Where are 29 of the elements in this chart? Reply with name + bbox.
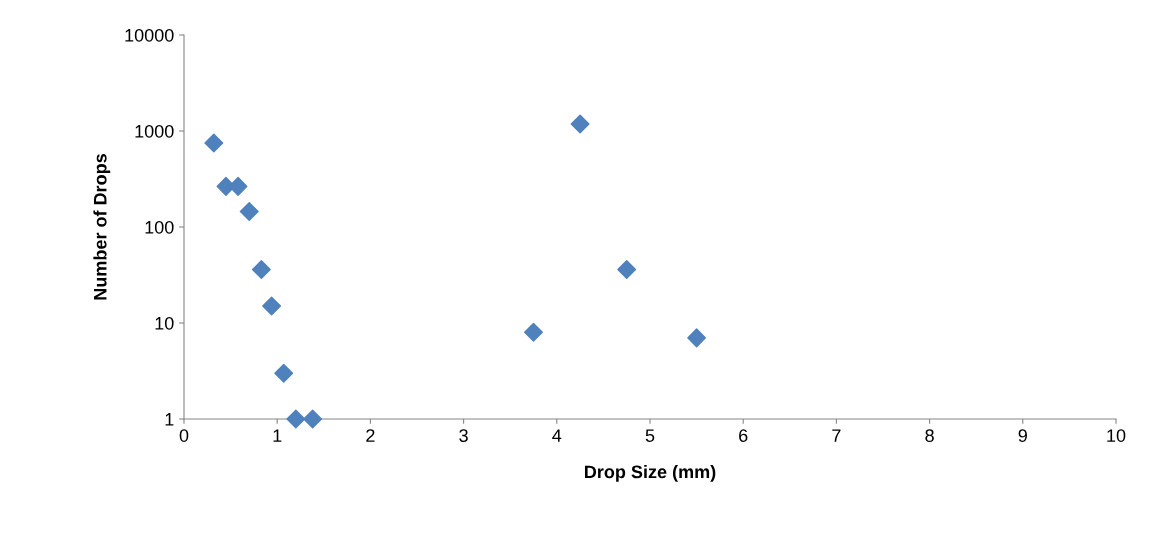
point <box>204 133 224 153</box>
y-tick-label: 1 <box>165 413 174 426</box>
point <box>617 260 637 280</box>
point <box>262 296 282 316</box>
x-tick-label: 7 <box>832 429 841 442</box>
point <box>687 328 707 348</box>
y-tick-label: 100 <box>145 220 174 234</box>
x-tick-label: 8 <box>925 429 934 442</box>
point <box>274 363 294 383</box>
x-tick-label: 4 <box>552 429 562 442</box>
point <box>286 409 306 429</box>
point <box>524 322 543 342</box>
x-tick-label: 3 <box>459 429 468 442</box>
y-tick-label: 10000 <box>125 28 174 42</box>
x-tick-label: 1 <box>273 429 282 442</box>
point <box>303 409 323 429</box>
y-axis-title: Number of Drops <box>93 154 111 300</box>
x-tick-label: 5 <box>645 429 655 442</box>
point <box>251 260 271 280</box>
point <box>239 202 259 221</box>
x-tick-label: 2 <box>366 429 375 442</box>
y-tick-label: 1000 <box>135 124 174 138</box>
x-tick-label: 10 <box>1107 429 1126 442</box>
x-tick-label: 6 <box>739 429 748 442</box>
x-tick-label: 9 <box>1018 429 1027 442</box>
x-axis-title: Drop Size (mm) <box>585 465 716 482</box>
x-tick-label: 0 <box>179 429 189 442</box>
y-tick-label: 10 <box>155 316 174 330</box>
point <box>570 114 590 134</box>
